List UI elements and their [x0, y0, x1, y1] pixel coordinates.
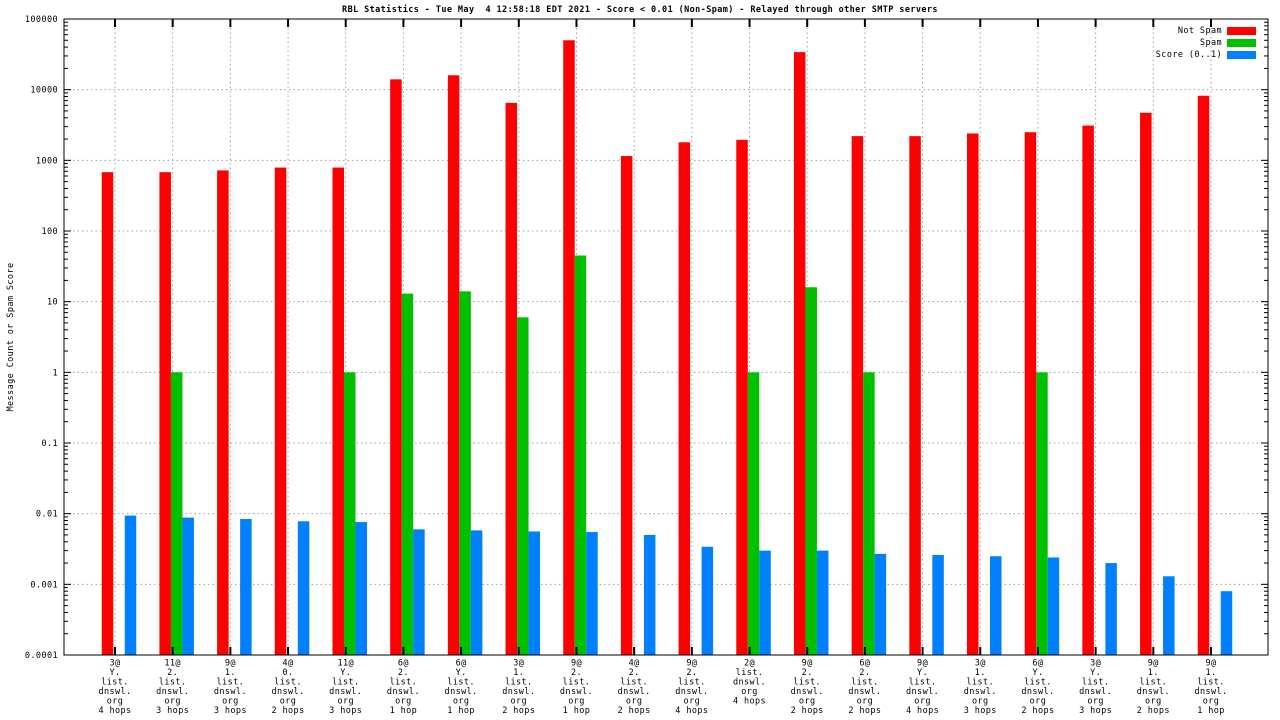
y-tick-labels: 100000 10000 1000 100 10 1 0.1 0.01 0.001 0.0001 [25, 15, 58, 661]
bar-score [990, 556, 1002, 655]
bar-spam [574, 255, 587, 655]
bar-score [932, 555, 944, 655]
legend-swatch-not-spam-icon [1227, 26, 1256, 35]
x-tick-label: 4@ 2. list. dnswl. org 2 hops [618, 659, 651, 717]
y-tick-label: 10 [47, 298, 58, 308]
bar-score [1220, 591, 1233, 655]
x-tick-label: 9@ Y. list. dnswl. org 4 hops [906, 659, 939, 717]
y-tick-label: 100 [41, 227, 58, 237]
x-tick-label: 11@ Y. list. dnswl. org 3 hops [329, 659, 362, 717]
bar-not-spam [101, 172, 114, 655]
bar-not-spam [390, 79, 402, 656]
bar-not-spam [1140, 112, 1152, 655]
x-tick-label: 6@ Y. list. dnswl. org 1 hop [445, 659, 478, 717]
bar-score [1105, 563, 1117, 655]
y-tick-label: 0.001 [30, 580, 58, 590]
bar-score [1047, 557, 1060, 655]
x-tick-label: 6@ 2. list. dnswl. org 1 hop [387, 659, 420, 717]
bar-not-spam [1082, 125, 1094, 655]
x-tick-label: 3@ Y. list. dnswl. org 3 hops [1079, 659, 1112, 717]
x-tick-label: 9@ 1. list. dnswl. org 2 hops [1137, 659, 1170, 717]
bar-spam [343, 372, 356, 655]
bar-spam [401, 293, 414, 655]
x-tick-label: 9@ 1. list. dnswl. org 3 hops [214, 659, 247, 717]
bar-spam [863, 372, 875, 655]
x-tick-label: 9@ 2. list. dnswl. org 2 hops [791, 659, 824, 717]
bar-score [643, 534, 656, 655]
x-tick-label: 6@ Y. list. dnswl. org 2 hops [1021, 659, 1054, 717]
y-tick-label: 1 [52, 368, 58, 378]
legend-label-score: Score (0..1) [1155, 49, 1222, 60]
bar-score [701, 546, 714, 655]
legend-swatch-score-icon [1227, 50, 1256, 59]
bar-score [124, 515, 137, 655]
x-tick-label: 9@ 1. list. dnswl. org 1 hop [1194, 659, 1227, 717]
x-tick-label: 9@ 2. list. dnswl. org 1 hop [560, 659, 593, 717]
bar-score [240, 519, 252, 655]
x-tick-label: 3@ 1. list. dnswl. org 2 hops [502, 659, 535, 717]
x-tick-label: 11@ 2. list. dnswl. org 3 hops [156, 659, 189, 717]
bars [101, 40, 1233, 656]
bar-spam [459, 291, 471, 655]
x-tick-labels: 3@ Y. list. dnswl. org 4 hops 11@ 2. list. dnswl.… [98, 659, 1227, 717]
bar-score [528, 531, 541, 655]
bar-spam [170, 372, 183, 655]
bar-not-spam [505, 102, 518, 656]
x-tick-label: 6@ 2. list. dnswl. org 2 hops [848, 659, 881, 717]
y-tick-label: 1000 [36, 156, 58, 166]
bar-score [1163, 576, 1175, 655]
bar-not-spam [274, 167, 287, 655]
x-tick-label: 9@ 2. list. dnswl. org 4 hops [675, 659, 708, 717]
legend-label-not-spam: Not Spam [1177, 25, 1222, 36]
y-tick-label: 0.1 [41, 439, 58, 449]
bar-not-spam [851, 136, 864, 655]
bar-spam [517, 317, 529, 655]
y-tick-label: 0.01 [36, 510, 58, 520]
bar-score [470, 530, 483, 655]
bar-not-spam [909, 136, 921, 655]
legend-label-spam: Spam [1199, 37, 1222, 48]
bar-spam [747, 372, 760, 655]
bar-not-spam [563, 40, 575, 656]
bar-not-spam [967, 133, 979, 655]
bar-score [413, 529, 425, 655]
bar-score [297, 521, 310, 655]
bar-not-spam [736, 139, 748, 656]
bar-not-spam [159, 172, 171, 655]
legend-swatch-spam-icon [1227, 38, 1256, 47]
legend-entry-spam: Spam [1156, 37, 1256, 48]
bar-score [586, 532, 598, 655]
bar-not-spam [678, 142, 691, 656]
bar-not-spam [447, 75, 460, 655]
y-tick-label: 10000 [30, 86, 58, 96]
legend-entry-not-spam: Not Spam [1156, 25, 1256, 36]
bar-spam [1036, 372, 1048, 655]
bar-score [759, 550, 771, 655]
bar-spam [805, 287, 817, 655]
y-tick-label: 100000 [25, 15, 58, 25]
x-tick-label: 2@ list. dnswl. org 4 hops [733, 659, 766, 707]
x-tick-label: 3@ 1. list. dnswl. org 3 hops [964, 659, 997, 717]
bar-not-spam [1197, 95, 1210, 656]
legend: Not Spam Spam Score (0..1) [1155, 25, 1256, 60]
axes [63, 18, 1269, 656]
x-tick-label: 4@ 0. list. dnswl. org 2 hops [271, 659, 304, 717]
bar-not-spam [620, 156, 633, 656]
bar-score [874, 553, 887, 655]
bar-score [816, 550, 829, 655]
plot-border [63, 18, 1269, 656]
y-tick-label: 0.0001 [25, 651, 58, 661]
bar-not-spam [793, 52, 806, 655]
bar-score [182, 517, 194, 655]
bar-not-spam [217, 170, 229, 656]
legend-entry-score: Score (0..1) [1155, 49, 1256, 60]
bar-score [355, 522, 367, 655]
x-tick-label: 3@ Y. list. dnswl. org 4 hops [98, 659, 131, 717]
bar-not-spam [332, 167, 344, 655]
chart-title: RBL Statistics - Tue May 4 12:58:18 EDT … [342, 5, 938, 15]
bar-not-spam [1024, 132, 1037, 656]
